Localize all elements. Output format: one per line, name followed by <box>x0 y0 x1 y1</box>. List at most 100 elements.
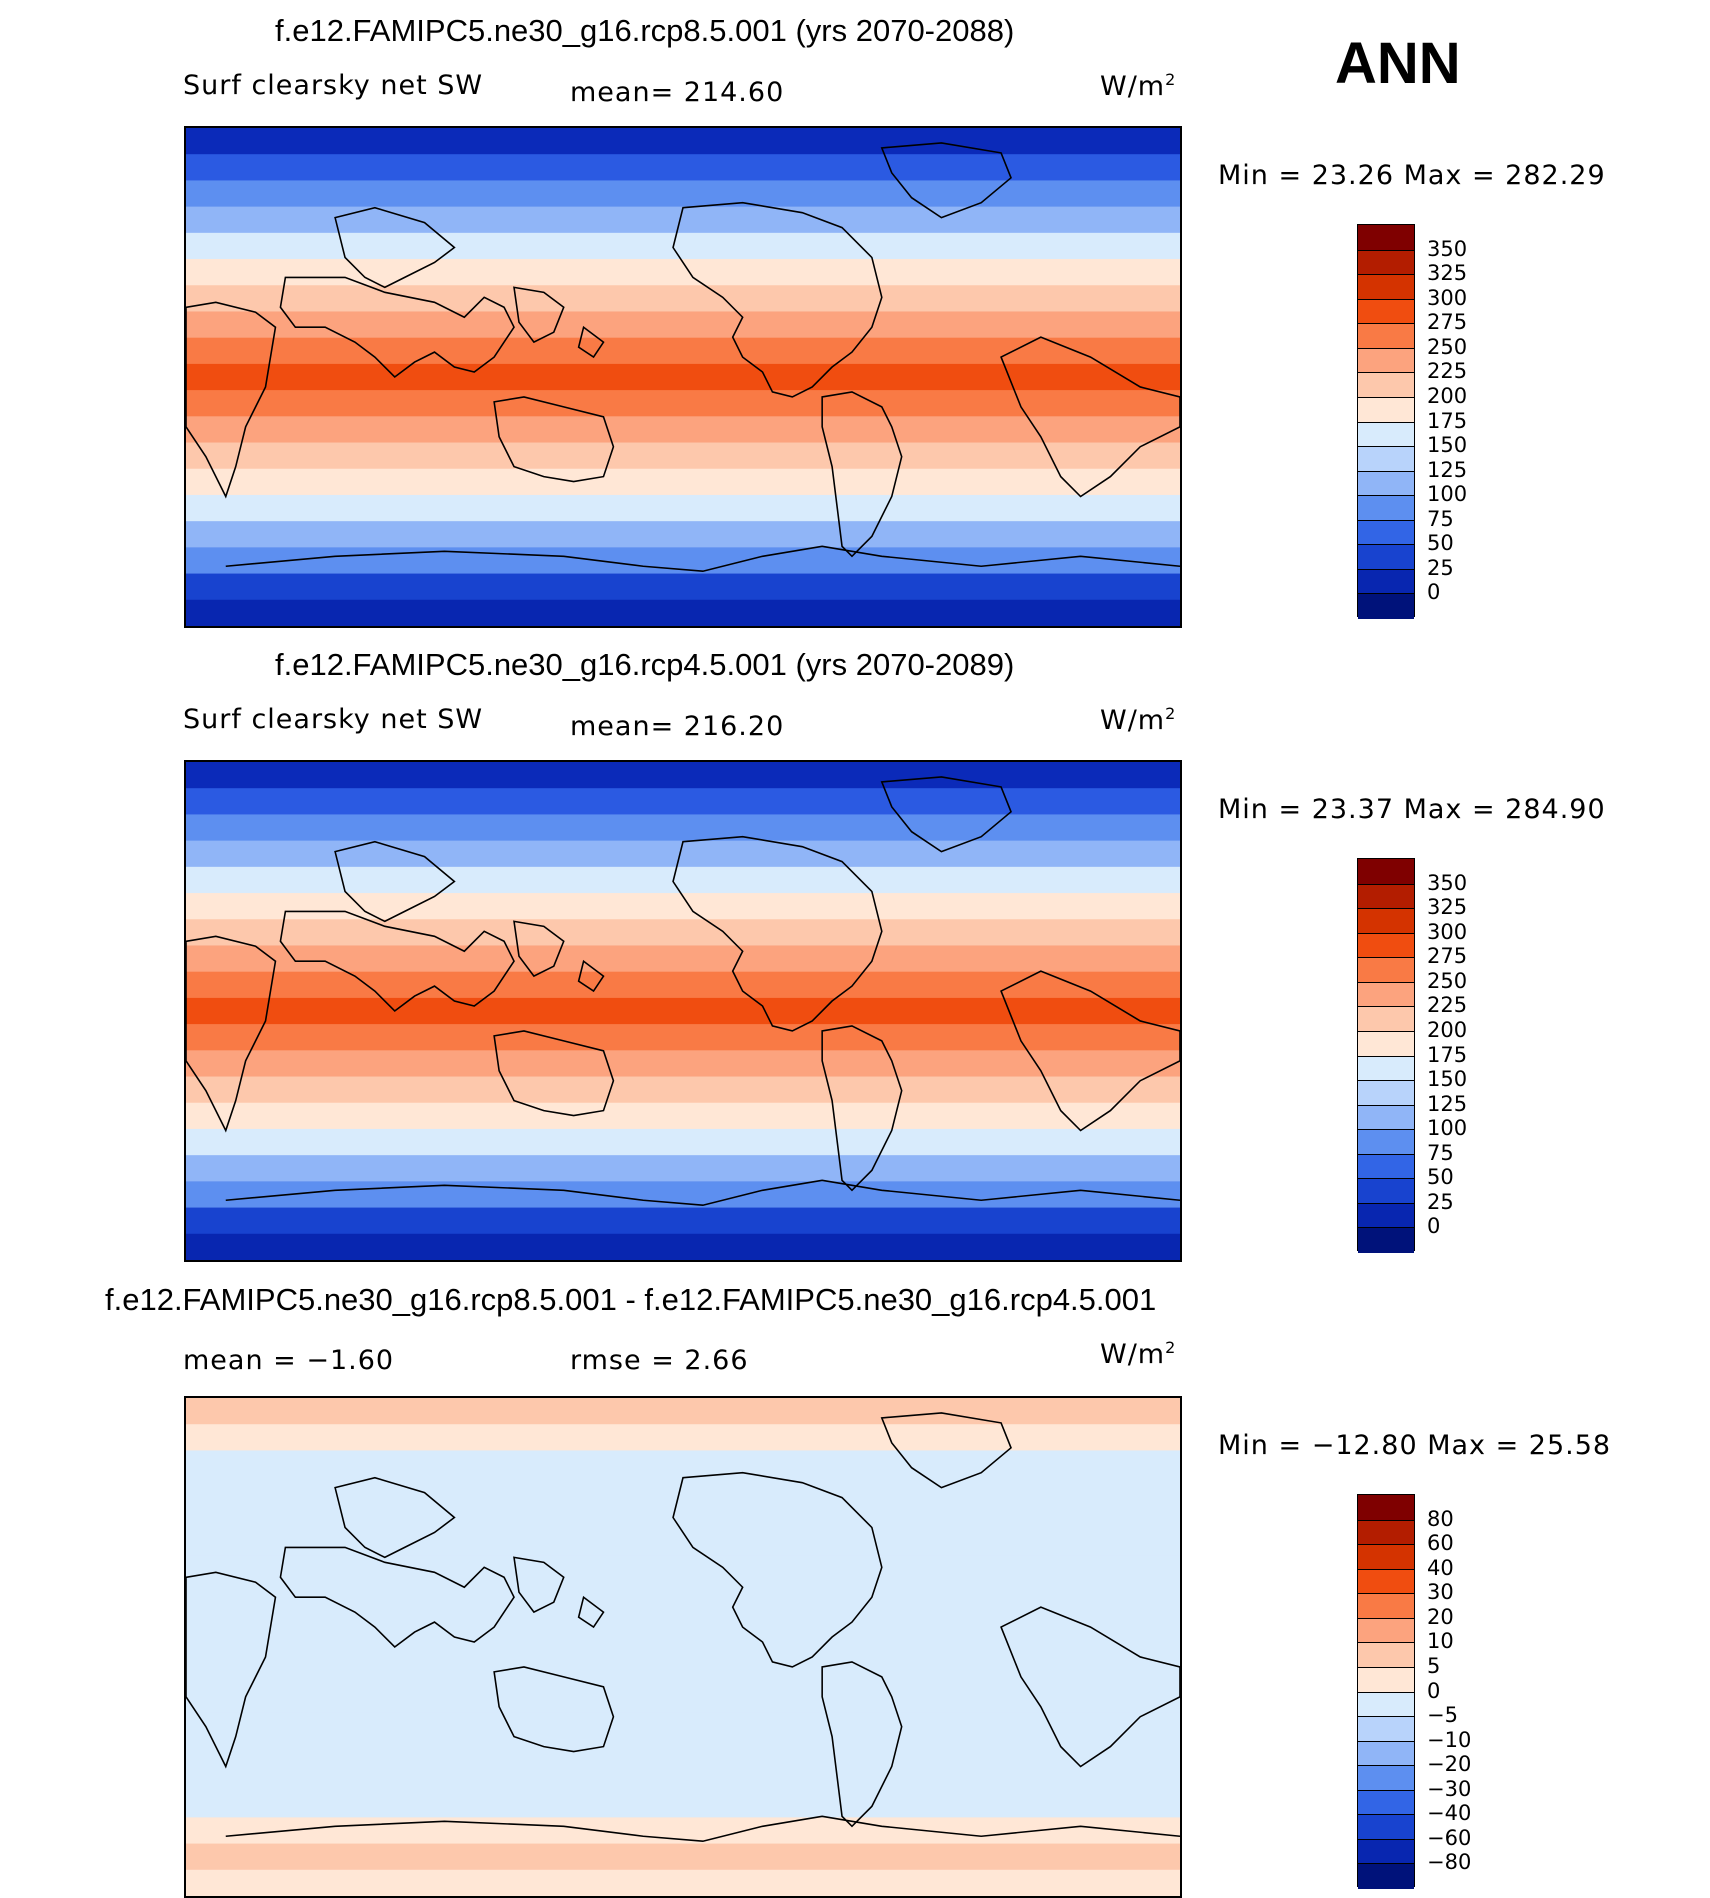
coastline <box>186 935 277 1133</box>
colorbar-swatch <box>1358 981 1414 1007</box>
colorbar-swatch <box>1358 519 1414 545</box>
map-band <box>186 285 1180 312</box>
colorbar-tick-label: 30 <box>1427 1580 1454 1605</box>
colorbar-tick-label: −80 <box>1427 1850 1472 1875</box>
colorbar-tick-label: 5 <box>1427 1653 1441 1678</box>
coastline <box>577 1595 605 1629</box>
colorbar-tick-label: −60 <box>1427 1825 1472 1850</box>
map-band <box>186 1450 1180 1478</box>
coastline <box>493 1666 615 1753</box>
panel-2-variable-label: Surf clearsky net SW <box>183 704 484 735</box>
colorbar-swatch <box>1358 1227 1414 1253</box>
map-band <box>186 232 1180 260</box>
map-band <box>186 1633 1180 1661</box>
map-band <box>186 814 1180 842</box>
panel-1-minmax-label: Min = 23.26 Max = 282.29 <box>1218 160 1606 191</box>
colorbar-tick-label: 25 <box>1427 555 1454 580</box>
colorbar-tick-label: 100 <box>1427 482 1468 507</box>
map-band <box>186 919 1180 946</box>
map-band <box>186 997 1180 1025</box>
map-band <box>186 945 1180 973</box>
map-band <box>186 1791 1180 1818</box>
coastline <box>577 959 605 993</box>
panel-3-minmax-label: Min = −12.80 Max = 25.58 <box>1218 1430 1612 1461</box>
colorbar-tick-label: 175 <box>1427 1042 1468 1067</box>
map-band <box>186 1050 1180 1078</box>
coastline <box>880 1412 1012 1489</box>
map-band <box>186 840 1180 868</box>
colorbar-swatch <box>1358 1716 1414 1742</box>
panel-2-units-label: W/m2 <box>1100 704 1177 736</box>
panel-3-units-label: W/m2 <box>1100 1338 1177 1370</box>
colorbar-tick-label: 325 <box>1427 261 1468 286</box>
colorbar-swatch <box>1358 470 1414 496</box>
panel-2-colorbar <box>1357 858 1415 1253</box>
colorbar-swatch <box>1358 1104 1414 1130</box>
colorbar-tick-label: 350 <box>1427 236 1468 261</box>
colorbar-swatch <box>1358 1642 1414 1668</box>
colorbar-tick-label: 100 <box>1427 1116 1468 1141</box>
colorbar-tick-label: 0 <box>1427 1214 1441 1239</box>
coastline <box>225 545 1180 573</box>
map-band <box>186 1207 1180 1235</box>
colorbar-swatch <box>1358 1617 1414 1643</box>
colorbar-swatch <box>1358 1544 1414 1570</box>
panel-1-units-label: W/m2 <box>1100 70 1177 102</box>
colorbar-swatch <box>1358 274 1414 300</box>
map-band <box>186 1869 1180 1896</box>
colorbar-tick-label: −10 <box>1427 1727 1472 1752</box>
map-band <box>186 762 1180 789</box>
colorbar-swatch <box>1358 859 1414 885</box>
panel-2-mean-label: mean= 216.20 <box>570 711 785 742</box>
colorbar-swatch <box>1358 1568 1414 1594</box>
coastline <box>577 325 605 359</box>
colorbar-tick-label: 275 <box>1427 310 1468 335</box>
colorbar-swatch <box>1358 396 1414 422</box>
coastline <box>880 142 1012 219</box>
coastline <box>334 840 456 923</box>
colorbar-swatch <box>1358 1863 1414 1889</box>
map-band <box>186 128 1180 155</box>
colorbar-swatch <box>1358 883 1414 909</box>
coastline <box>821 391 903 558</box>
colorbar-swatch <box>1358 1519 1414 1545</box>
map-band <box>186 1128 1180 1156</box>
colorbar-swatch <box>1358 421 1414 447</box>
map-band <box>186 1764 1180 1792</box>
coastline <box>279 276 515 379</box>
colorbar-swatch <box>1358 544 1414 570</box>
panel-1-map <box>184 126 1182 628</box>
colorbar-tick-label: −40 <box>1427 1801 1472 1826</box>
colorbar-swatch <box>1358 347 1414 373</box>
map-band <box>186 1660 1180 1687</box>
map-band <box>186 206 1180 234</box>
map-band <box>186 390 1180 417</box>
coastline <box>334 206 456 289</box>
colorbar-swatch <box>1358 1691 1414 1717</box>
map-band <box>186 494 1180 522</box>
colorbar-tick-label: 200 <box>1427 383 1468 408</box>
map-band <box>186 788 1180 815</box>
season-label: ANN <box>1335 31 1461 96</box>
map-band <box>186 154 1180 181</box>
coastline <box>821 1025 903 1192</box>
coastline <box>334 1476 456 1559</box>
coastline <box>880 776 1012 853</box>
panel-1-title: f.e12.FAMIPC5.ne30_g16.rcp8.5.001 (yrs 2… <box>275 13 1015 48</box>
map-band <box>186 1581 1180 1609</box>
map-band <box>186 1155 1180 1182</box>
colorbar-tick-label: 20 <box>1427 1604 1454 1629</box>
colorbar-swatch <box>1358 1666 1414 1692</box>
map-band <box>186 1712 1180 1740</box>
colorbar-tick-label: 75 <box>1427 506 1454 531</box>
colorbar-tick-label: 300 <box>1427 919 1468 944</box>
colorbar-swatch <box>1358 932 1414 958</box>
colorbar-tick-label: 125 <box>1427 457 1468 482</box>
colorbar-swatch <box>1358 1129 1414 1155</box>
coastline <box>672 1471 883 1668</box>
colorbar-tick-label: 150 <box>1427 1067 1468 1092</box>
coastline <box>225 1815 1180 1843</box>
colorbar-tick-label: 250 <box>1427 334 1468 359</box>
map-band <box>186 468 1180 496</box>
colorbar-swatch <box>1358 593 1414 619</box>
